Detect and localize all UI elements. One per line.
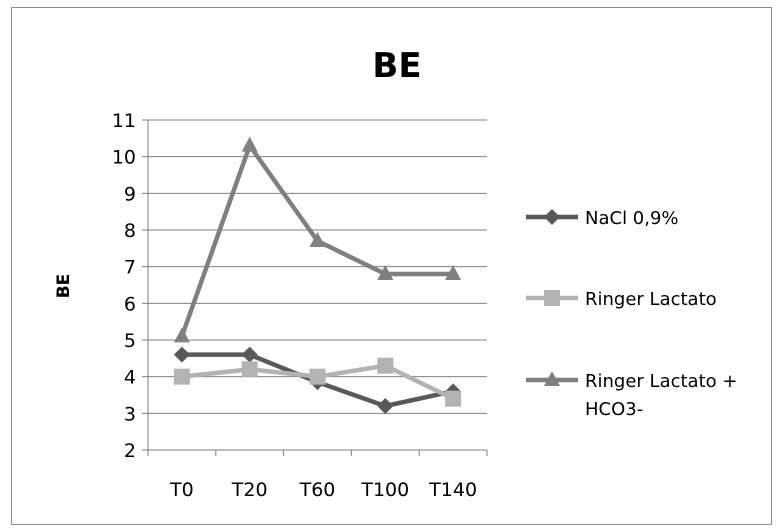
data-point xyxy=(377,357,394,374)
data-point xyxy=(173,346,190,363)
series-2 xyxy=(173,357,462,407)
axes: 2 3 4 5 6 7 8 9 10 11 T0 T20 T60 T100 T140 xyxy=(112,110,488,501)
legend-marker xyxy=(544,209,560,225)
chart-title: BE xyxy=(372,46,421,86)
legend-entry: Ringer Lactato xyxy=(526,289,717,310)
y-axis-label: BE xyxy=(54,274,74,299)
y-tick-label: 4 xyxy=(124,367,136,389)
y-tick-label: 8 xyxy=(124,220,136,242)
series-lines xyxy=(173,136,462,414)
x-tick-label: T140 xyxy=(428,479,477,501)
data-point xyxy=(445,390,462,407)
legend-marker xyxy=(544,371,560,386)
series-3 xyxy=(173,136,462,343)
data-point xyxy=(173,327,190,343)
y-tick-label: 2 xyxy=(124,440,136,462)
data-point xyxy=(309,232,326,247)
y-tick-label: 10 xyxy=(112,147,136,169)
legend-label: NaCl 0,9% xyxy=(585,208,679,229)
y-tick-label: 5 xyxy=(124,330,136,352)
data-point xyxy=(173,368,190,385)
legend: NaCl 0,9% Ringer Lactato Ringer Lactato + H… xyxy=(526,208,737,420)
data-point xyxy=(309,368,326,385)
y-tick-label: 6 xyxy=(124,293,136,315)
legend-entry: Ringer Lactato + HCO3- xyxy=(526,371,737,420)
x-tick-label: T20 xyxy=(231,479,268,501)
data-point xyxy=(241,346,258,363)
data-point xyxy=(377,265,394,280)
data-point xyxy=(241,136,258,152)
legend-label: Ringer Lactato xyxy=(585,289,717,310)
legend-marker xyxy=(544,290,560,306)
legend-label: Ringer Lactato + HCO3- xyxy=(585,371,737,420)
x-tick-label: T60 xyxy=(299,479,336,501)
data-point xyxy=(377,398,394,414)
y-tick-label: 3 xyxy=(124,403,136,425)
legend-entry: NaCl 0,9% xyxy=(526,208,679,229)
y-tick-label: 11 xyxy=(112,110,136,132)
y-tick-label: 7 xyxy=(124,257,136,279)
x-tick-label: T0 xyxy=(169,479,194,501)
data-point xyxy=(445,265,462,280)
chart-frame xyxy=(11,7,772,525)
data-point xyxy=(241,361,258,378)
y-tick-label: 9 xyxy=(124,183,136,205)
x-tick-label: T100 xyxy=(360,479,409,501)
